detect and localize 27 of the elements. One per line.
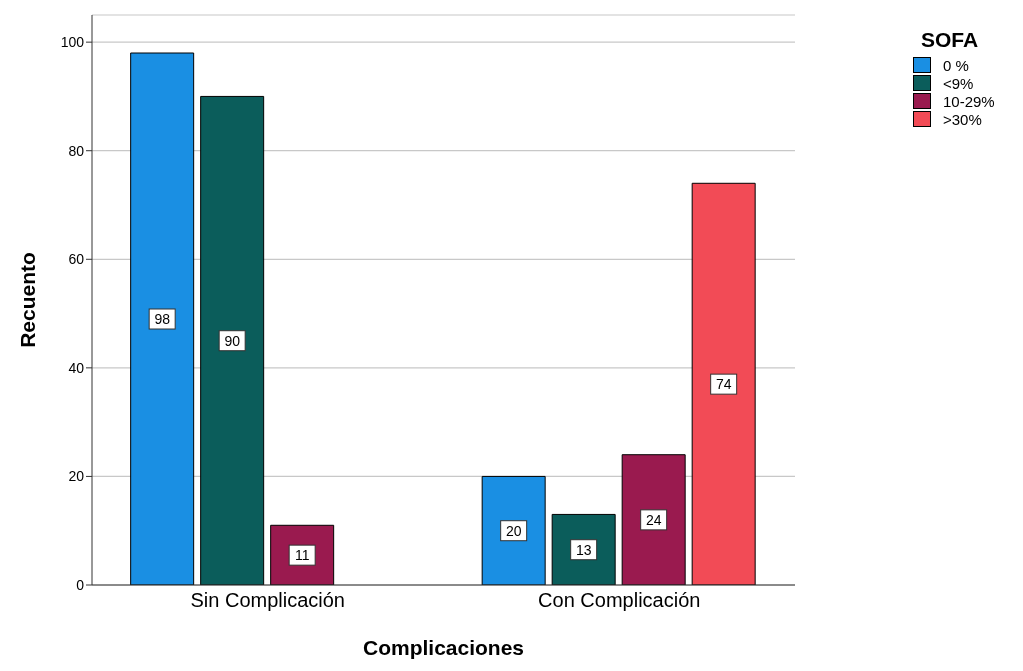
legend-label: 0 % xyxy=(943,56,969,74)
legend-label: <9% xyxy=(943,74,974,92)
y-axis-title: Recuento xyxy=(16,252,40,348)
bar xyxy=(130,52,195,585)
x-tick-label: Con Complicación xyxy=(538,589,701,612)
bar xyxy=(621,454,686,585)
legend-label: 10-29% xyxy=(943,92,995,110)
data-label: 90 xyxy=(224,332,241,349)
legend-label: >30% xyxy=(943,110,982,128)
data-label: 20 xyxy=(505,522,522,539)
y-tick-label: 40 xyxy=(68,359,85,376)
x-tick-label: Sin Complicación xyxy=(190,589,346,612)
y-tick-label: 0 xyxy=(76,576,85,593)
legend-title: SOFA xyxy=(921,28,980,52)
y-tick-label: 20 xyxy=(68,468,85,485)
data-label: 11 xyxy=(294,547,310,564)
bar xyxy=(691,182,756,585)
bar xyxy=(200,95,265,585)
y-tick-label: 60 xyxy=(68,251,85,268)
data-label: 24 xyxy=(645,511,662,528)
data-label: 98 xyxy=(154,311,171,327)
y-tick-label: 80 xyxy=(68,142,85,159)
y-tick-label: 100 xyxy=(60,34,85,51)
data-label: 74 xyxy=(715,376,732,393)
x-axis-title: Complicaciones xyxy=(362,636,525,659)
data-label: 13 xyxy=(575,541,592,558)
bar xyxy=(481,475,546,585)
